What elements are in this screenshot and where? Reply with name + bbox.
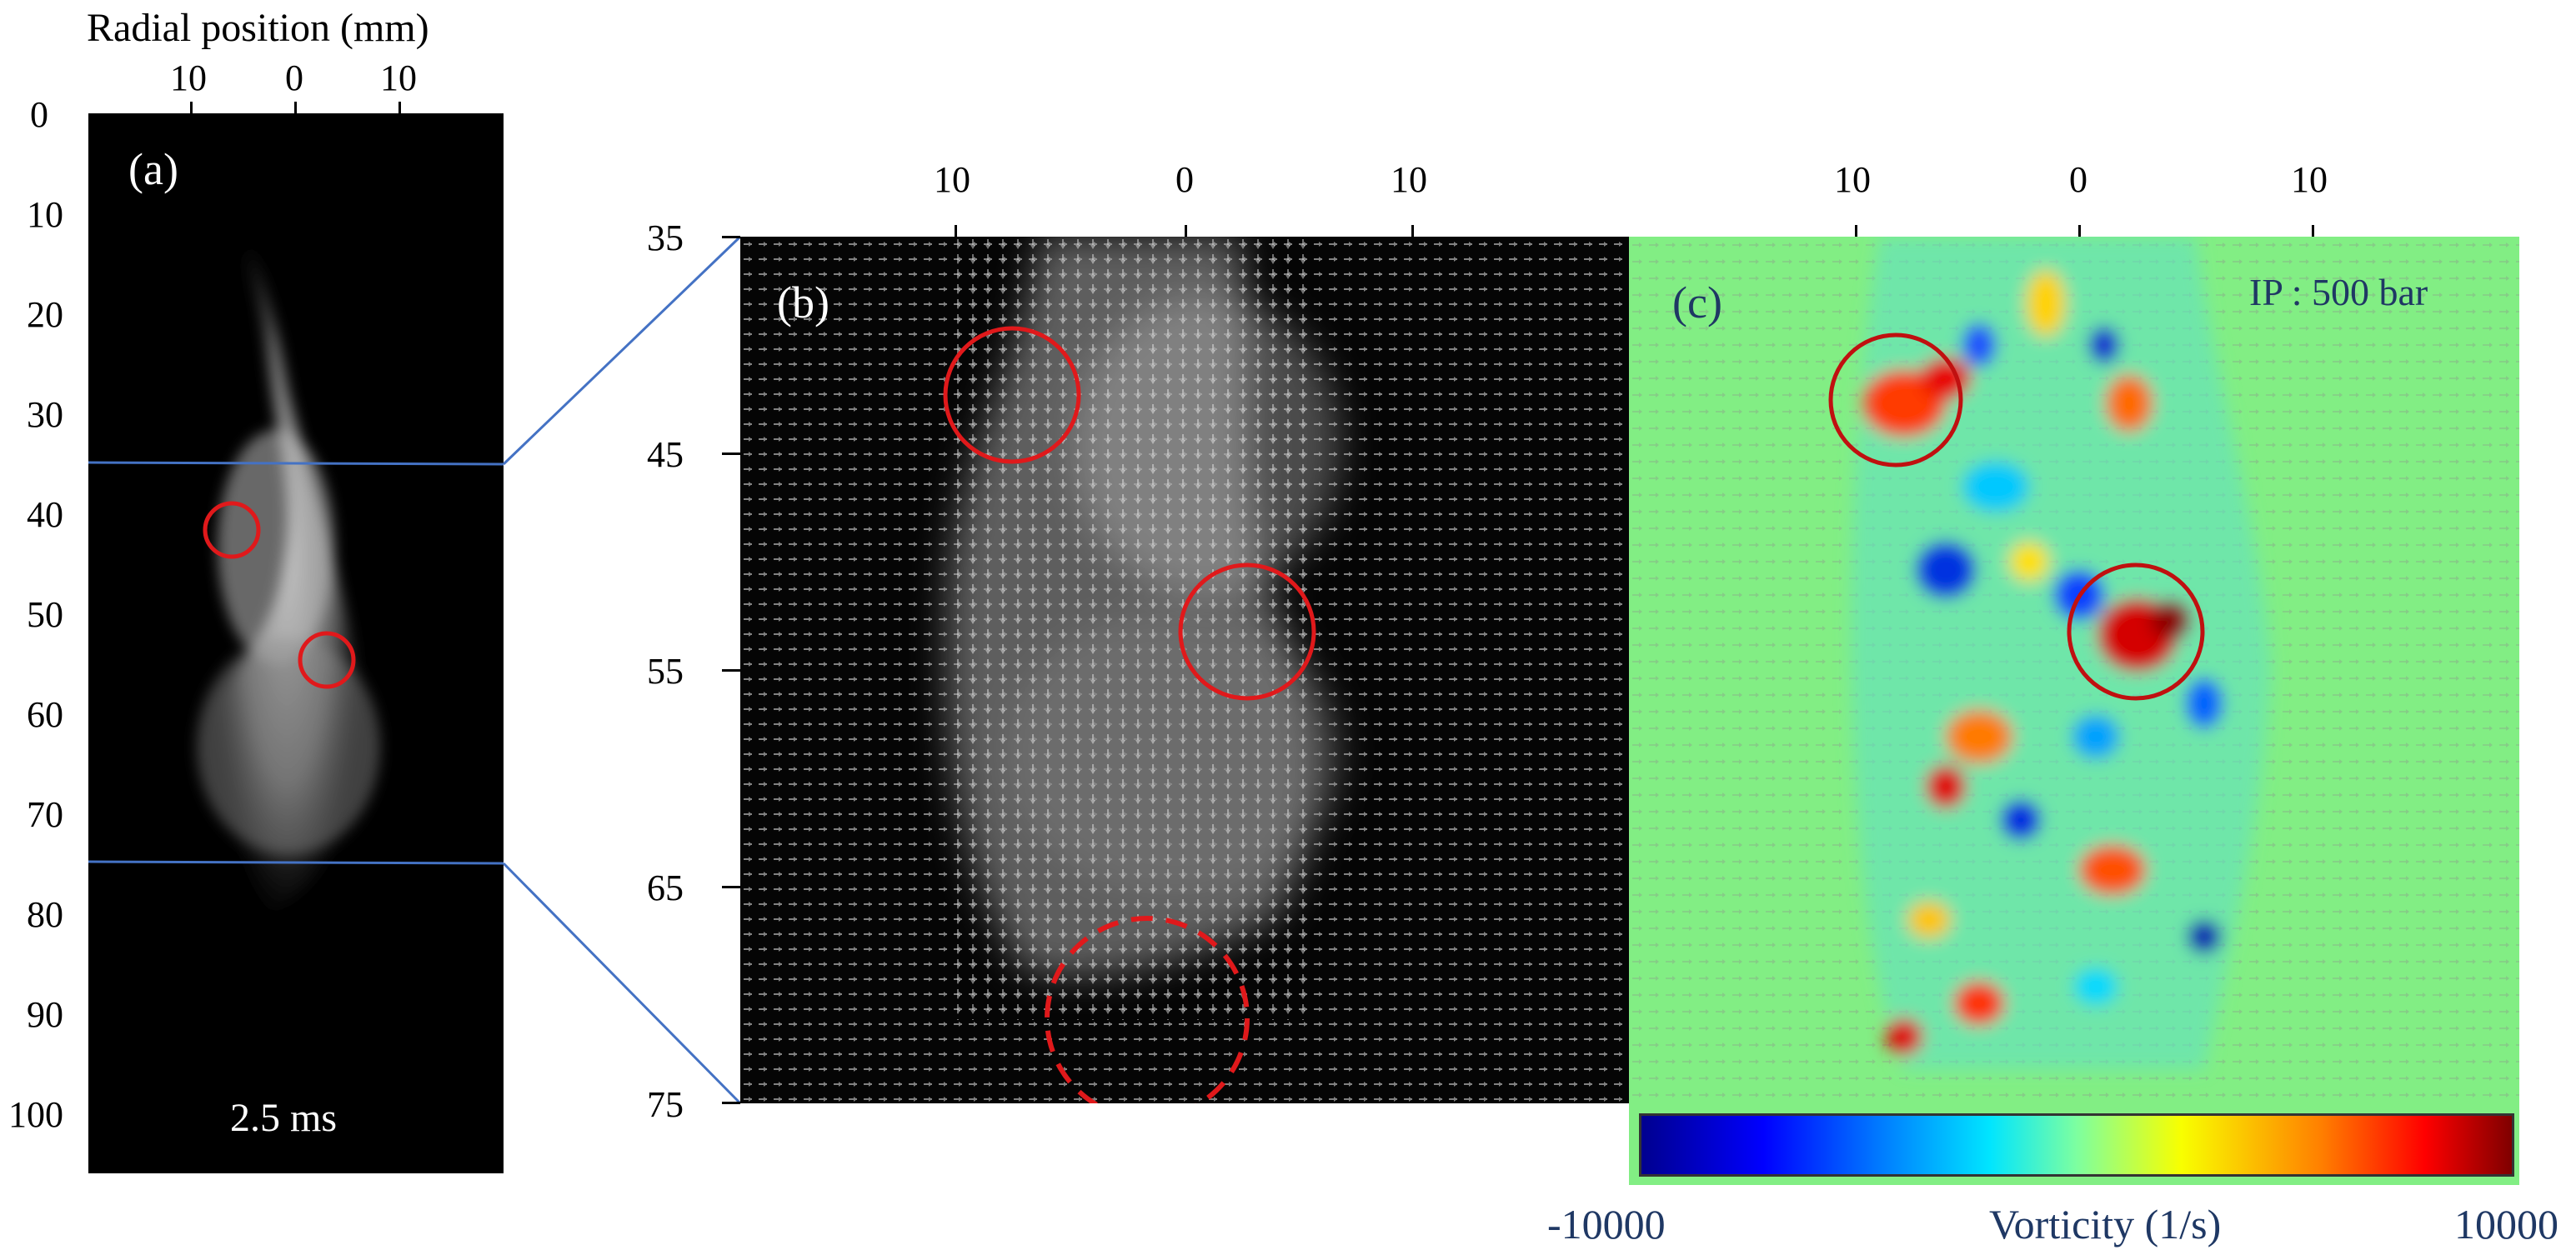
panel-a-left-tick-label: 70 [27,794,63,835]
panel-b-circle [1178,562,1316,701]
panel-b-top-tick-label: 10 [934,159,970,200]
panel-a-spray-image: (a) 2.5 ms [88,113,504,1173]
panel-b-circle [943,326,1081,464]
panel-c-top-tick-label: 10 [1834,159,1871,200]
panel-a-left-tick-label: 80 [27,894,63,935]
colorbar-max-label: 10000 [2454,1201,2558,1248]
panel-b-dashed-circle [1045,916,1250,1103]
panel-b-velocity-field: (b) [740,237,1629,1103]
panel-a-left-tick-label: 20 [27,294,63,335]
panel-a-left-tick-label: 90 [27,994,63,1035]
panel-b-left-tick-label: 65 [647,868,684,908]
panel-a-axis-title: Radial position (mm) [87,6,429,50]
vorticity-colorbar [1639,1113,2514,1177]
panel-a-top-tick-label: 10 [380,58,417,98]
panel-a-left-tick-label: 30 [27,394,63,435]
panel-a-time-label: 2.5 ms [230,1096,338,1140]
colorbar-min-label: -10000 [1547,1201,1666,1248]
panel-a-label: (a) [128,144,178,194]
vorticity-map-graphic [1629,237,2519,1103]
panel-c-label: (c) [1672,278,1722,328]
panel-a-left-tick-label: 40 [27,494,63,535]
velocity-vector-graphic [740,237,1629,1103]
panel-b-top-tick-label: 0 [1175,159,1194,200]
spray-plume-graphic [197,188,380,930]
panel-a-circle [203,501,261,559]
panel-c-circle [1828,332,1963,468]
panel-a-circle [298,631,356,689]
panel-b-left-tick-label: 45 [647,434,684,475]
panel-b-label: (b) [777,278,829,328]
panel-b-left-tick-label: 75 [647,1084,684,1125]
panel-c-vorticity-field: (c) IP : 500 bar [1629,237,2519,1103]
panel-c-circle [2067,562,2205,701]
panel-a-left-tick-label: 10 [27,194,63,235]
panel-a-top-tick-label: 10 [170,58,207,98]
panel-a-left-tick-label: 100 [8,1094,63,1135]
panel-a-left-tick-label: 0 [30,94,48,135]
panel-a-left-tick-label: 50 [27,594,63,635]
panel-b-left-tick-label: 55 [647,651,684,692]
panel-b-left-tick-label: 35 [647,218,684,258]
panel-c-top-tick-label: 0 [2069,159,2087,200]
panel-a-top-tick-label: 0 [285,58,303,98]
colorbar-title: Vorticity (1/s) [1989,1201,2222,1248]
panel-b-top-tick-label: 10 [1391,159,1427,200]
panel-c-top-tick-label: 10 [2291,159,2328,200]
panel-a-left-tick-label: 60 [27,694,63,735]
panel-c-annotation: IP : 500 bar [2249,271,2428,313]
